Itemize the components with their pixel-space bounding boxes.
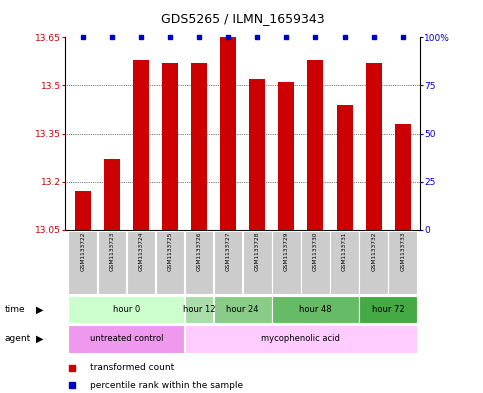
Bar xyxy=(359,296,417,323)
Bar xyxy=(156,231,184,294)
Bar xyxy=(366,63,382,230)
Bar xyxy=(69,296,184,323)
Bar xyxy=(185,325,417,353)
Text: hour 24: hour 24 xyxy=(227,305,259,314)
Text: GSM1133732: GSM1133732 xyxy=(371,232,376,271)
Text: hour 72: hour 72 xyxy=(372,305,405,314)
Text: GSM1133730: GSM1133730 xyxy=(313,232,318,271)
Bar xyxy=(104,159,120,230)
Text: time: time xyxy=(5,305,26,314)
Bar xyxy=(395,124,411,230)
Bar xyxy=(359,231,388,294)
Text: GSM1133731: GSM1133731 xyxy=(342,232,347,271)
Text: GDS5265 / ILMN_1659343: GDS5265 / ILMN_1659343 xyxy=(161,12,325,25)
Text: agent: agent xyxy=(5,334,31,343)
Bar xyxy=(185,296,213,323)
Text: GSM1133729: GSM1133729 xyxy=(284,232,289,271)
Bar xyxy=(388,231,417,294)
Text: untreated control: untreated control xyxy=(89,334,163,343)
Bar xyxy=(301,231,330,294)
Text: GSM1133733: GSM1133733 xyxy=(400,232,405,271)
Bar xyxy=(330,231,359,294)
Text: GSM1133726: GSM1133726 xyxy=(197,232,201,271)
Bar xyxy=(127,231,155,294)
Bar xyxy=(220,37,236,230)
Bar xyxy=(308,60,324,230)
Bar xyxy=(214,231,242,294)
Text: ▶: ▶ xyxy=(36,305,44,314)
Text: hour 12: hour 12 xyxy=(183,305,215,314)
Bar xyxy=(278,82,294,230)
Bar xyxy=(337,105,353,230)
Text: percentile rank within the sample: percentile rank within the sample xyxy=(90,381,243,390)
Bar xyxy=(272,296,359,323)
Text: GSM1133723: GSM1133723 xyxy=(109,232,114,271)
Text: GSM1133722: GSM1133722 xyxy=(80,232,85,271)
Text: transformed count: transformed count xyxy=(90,363,174,372)
Bar xyxy=(272,231,300,294)
Bar xyxy=(162,63,178,230)
Bar xyxy=(185,231,213,294)
Text: GSM1133724: GSM1133724 xyxy=(138,232,143,271)
Bar xyxy=(69,325,184,353)
Text: GSM1133728: GSM1133728 xyxy=(255,232,260,271)
Text: hour 0: hour 0 xyxy=(113,305,140,314)
Bar xyxy=(133,60,149,230)
Bar xyxy=(249,79,265,230)
Text: mycophenolic acid: mycophenolic acid xyxy=(261,334,341,343)
Text: ▶: ▶ xyxy=(36,334,44,344)
Text: GSM1133727: GSM1133727 xyxy=(226,232,231,271)
Bar xyxy=(69,231,97,294)
Text: hour 48: hour 48 xyxy=(299,305,332,314)
Bar xyxy=(75,191,91,230)
Text: GSM1133725: GSM1133725 xyxy=(168,232,172,271)
Bar xyxy=(243,231,271,294)
Bar xyxy=(214,296,271,323)
Bar xyxy=(98,231,126,294)
Bar xyxy=(191,63,207,230)
